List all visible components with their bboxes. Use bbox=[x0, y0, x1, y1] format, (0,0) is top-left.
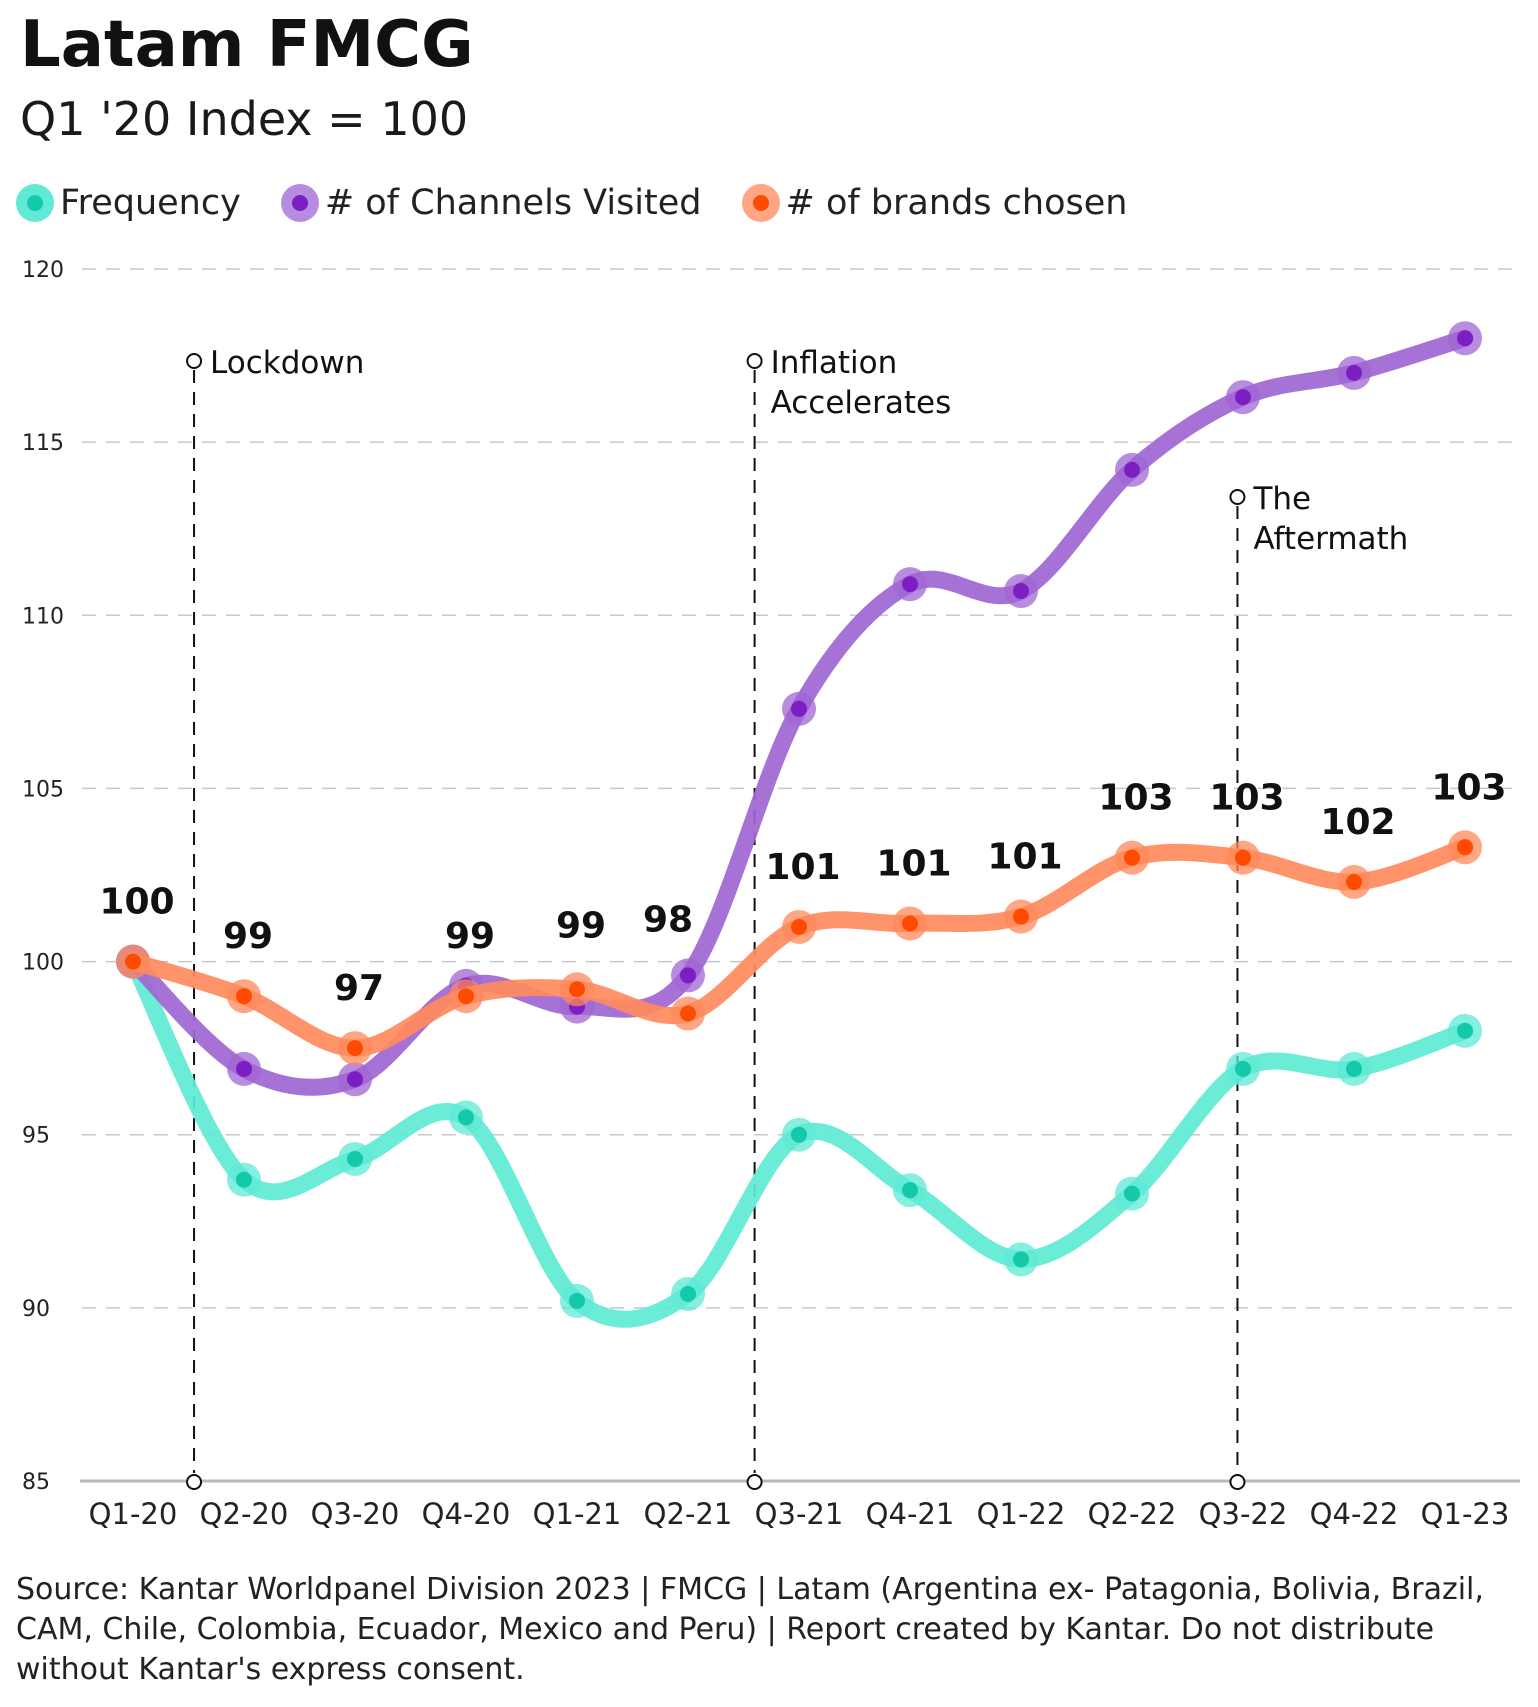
x-tick-label: Q2-20 bbox=[200, 1497, 289, 1531]
y-tick-label: 90 bbox=[22, 1297, 50, 1322]
data-point-brands bbox=[347, 1040, 363, 1057]
data-point-brands bbox=[569, 981, 585, 998]
data-point-channels bbox=[1124, 461, 1140, 478]
data-point-frequency bbox=[1124, 1185, 1140, 1202]
data-point-brands bbox=[1235, 849, 1251, 866]
data-label-brands: 103 bbox=[1098, 778, 1173, 819]
data-label-brands: 99 bbox=[445, 916, 495, 957]
data-label-brands: 101 bbox=[987, 837, 1062, 878]
x-tick-label: Q3-21 bbox=[755, 1497, 844, 1531]
data-point-channels bbox=[1013, 583, 1029, 600]
source-note: Source: Kantar Worldpanel Division 2023 … bbox=[16, 1572, 1484, 1687]
annotation-marker-top bbox=[1229, 489, 1246, 505]
data-point-brands bbox=[236, 988, 252, 1005]
y-tick-label: 110 bbox=[22, 604, 64, 629]
data-label-brands: 102 bbox=[1320, 802, 1395, 843]
y-tick-label: 95 bbox=[22, 1124, 50, 1149]
data-point-brands bbox=[125, 953, 141, 970]
x-tick-label: Q1-21 bbox=[533, 1497, 622, 1531]
annotation-marker-top bbox=[746, 353, 763, 369]
y-tick-label: 100 bbox=[22, 951, 64, 976]
data-point-channels bbox=[347, 1071, 363, 1088]
x-tick-label: Q2-22 bbox=[1088, 1497, 1177, 1531]
annotation-label: Aftermath bbox=[1253, 521, 1408, 557]
data-point-brands bbox=[458, 988, 474, 1005]
legend-swatch-brands bbox=[741, 184, 780, 222]
data-point-frequency bbox=[1346, 1060, 1362, 1077]
data-point-channels bbox=[791, 700, 807, 717]
x-tick-label: Q3-20 bbox=[311, 1497, 400, 1531]
data-point-frequency bbox=[569, 1292, 585, 1309]
data-label-brands: 100 bbox=[99, 882, 174, 923]
y-tick-label: 115 bbox=[22, 431, 64, 456]
data-point-channels bbox=[902, 576, 918, 593]
annotation-marker-bottom bbox=[746, 1474, 763, 1490]
annotation-label: Accelerates bbox=[771, 385, 952, 421]
y-tick-label: 105 bbox=[22, 777, 64, 802]
data-label-brands: 97 bbox=[334, 968, 384, 1009]
annotation-marker-top bbox=[186, 353, 203, 369]
data-point-brands bbox=[1457, 839, 1473, 856]
data-point-brands bbox=[1013, 908, 1029, 925]
x-tick-label: Q1-20 bbox=[89, 1497, 178, 1531]
line-chart: 85 90 95 100 105 110 115 120 Q1-20 Q2-20 Q3-20 Q4-2… bbox=[22, 258, 1520, 1531]
data-point-frequency bbox=[1235, 1060, 1251, 1077]
data-point-brands bbox=[791, 918, 807, 935]
data-point-channels bbox=[1457, 330, 1473, 347]
data-point-frequency bbox=[902, 1182, 918, 1199]
data-point-brands bbox=[902, 915, 918, 932]
x-tick-label: Q4-21 bbox=[866, 1497, 955, 1531]
annotation-marker-bottom bbox=[186, 1474, 203, 1490]
x-tick-label: Q4-20 bbox=[422, 1497, 511, 1531]
data-point-channels bbox=[1346, 364, 1362, 381]
legend-item-frequency: Frequency bbox=[16, 183, 241, 223]
chart-title: Latam FMCG bbox=[20, 8, 474, 82]
y-tick-label: 120 bbox=[22, 258, 64, 283]
data-point-frequency bbox=[1013, 1251, 1029, 1268]
data-label-brands: 103 bbox=[1431, 767, 1506, 808]
data-label-brands: 99 bbox=[223, 916, 273, 957]
data-point-frequency bbox=[347, 1150, 363, 1167]
x-tick-label: Q2-21 bbox=[644, 1497, 733, 1531]
data-point-frequency bbox=[791, 1126, 807, 1143]
legend-item-brands: # of brands chosen bbox=[741, 183, 1128, 223]
data-label-brands: 103 bbox=[1209, 778, 1284, 819]
data-point-brands bbox=[680, 1005, 696, 1022]
data-point-brands bbox=[1346, 873, 1362, 890]
data-label-brands: 101 bbox=[765, 847, 840, 888]
x-tick-label: Q1-23 bbox=[1421, 1497, 1510, 1531]
x-tick-label: Q1-22 bbox=[977, 1497, 1066, 1531]
legend-swatch-frequency bbox=[16, 184, 54, 222]
legend-item-channels: # of Channels Visited bbox=[280, 183, 702, 223]
legend-label-frequency: Frequency bbox=[60, 183, 241, 223]
x-tick-label: Q3-22 bbox=[1199, 1497, 1288, 1531]
data-point-brands bbox=[1124, 849, 1140, 866]
data-point-channels bbox=[680, 967, 696, 984]
annotation-marker-bottom bbox=[1229, 1474, 1246, 1490]
annotation-label: Inflation bbox=[771, 345, 898, 381]
data-label-brands: 101 bbox=[876, 843, 951, 884]
legend-label-channels: # of Channels Visited bbox=[324, 183, 702, 223]
chart-subtitle: Q1 '20 Index = 100 bbox=[20, 92, 469, 146]
legend-swatch-channels bbox=[280, 184, 319, 222]
data-point-frequency bbox=[236, 1171, 252, 1188]
x-tick-label: Q4-22 bbox=[1310, 1497, 1399, 1531]
data-point-frequency bbox=[1457, 1022, 1473, 1039]
y-tick-label: 85 bbox=[22, 1470, 50, 1495]
data-point-frequency bbox=[458, 1109, 474, 1126]
data-label-brands: 98 bbox=[643, 900, 693, 941]
legend-label-brands: # of brands chosen bbox=[785, 183, 1128, 223]
data-point-channels bbox=[236, 1060, 252, 1077]
data-point-channels bbox=[1235, 389, 1251, 406]
legend: Frequency # of Channels Visited # of bra… bbox=[16, 178, 1167, 228]
annotation-label: The bbox=[1252, 481, 1311, 517]
annotation-label: Lockdown bbox=[210, 345, 364, 381]
data-label-brands: 99 bbox=[556, 905, 606, 946]
data-point-frequency bbox=[680, 1286, 696, 1303]
